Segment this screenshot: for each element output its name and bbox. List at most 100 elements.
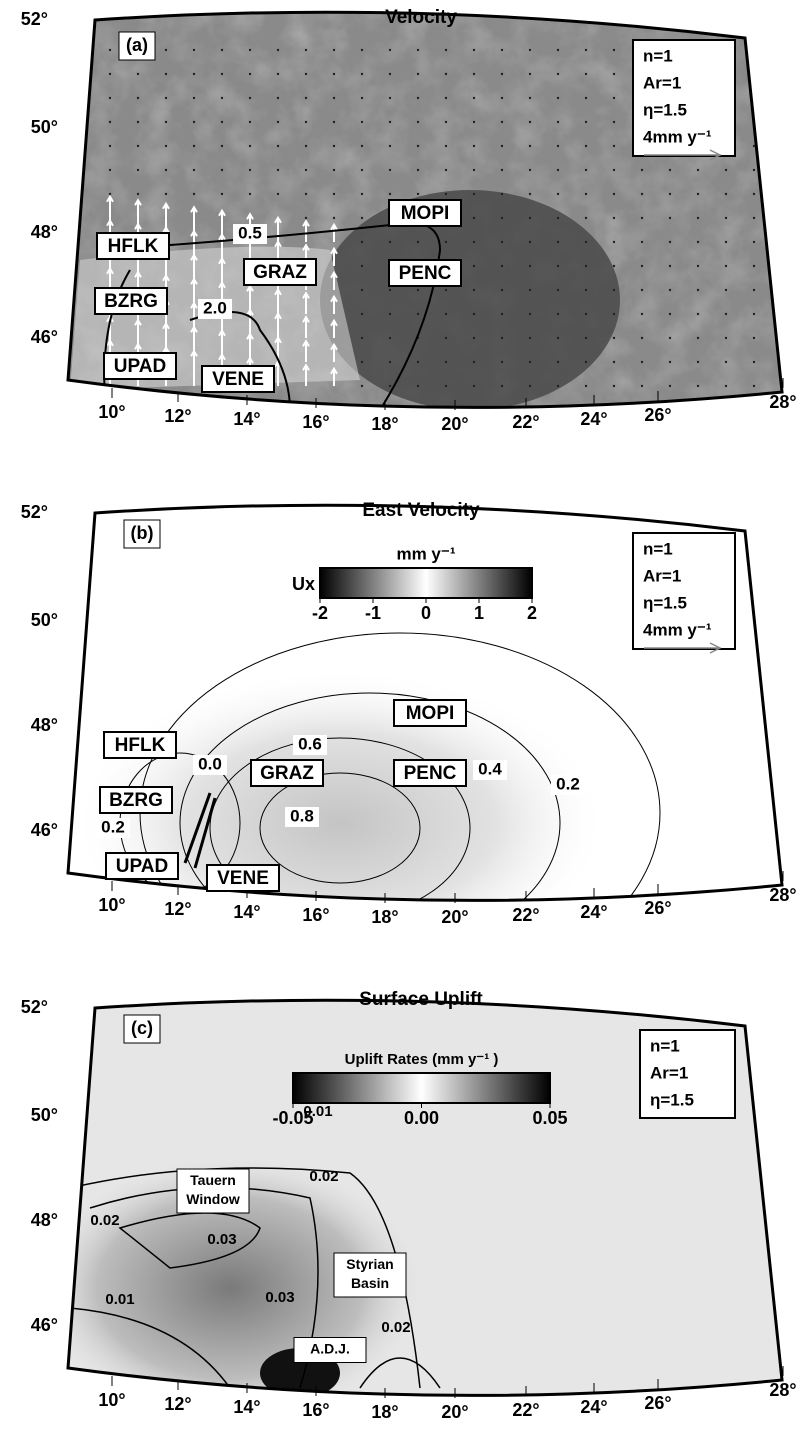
- velocity-dot: [753, 193, 755, 195]
- velocity-dot: [557, 337, 559, 339]
- colorbar-tick-label: -2: [312, 603, 328, 623]
- colorbar-tick-label: 0.05: [532, 1108, 567, 1128]
- velocity-dot: [417, 289, 419, 291]
- velocity-dot: [109, 121, 111, 123]
- velocity-dot: [305, 73, 307, 75]
- velocity-dot: [389, 313, 391, 315]
- velocity-dot: [305, 121, 307, 123]
- contour-label: 0.01: [105, 1291, 134, 1308]
- velocity-dot: [277, 73, 279, 75]
- contour-label: 0.01: [303, 1103, 332, 1120]
- velocity-dot: [193, 193, 195, 195]
- velocity-dot: [361, 97, 363, 99]
- velocity-dot: [445, 121, 447, 123]
- velocity-dot: [249, 169, 251, 171]
- velocity-dot: [361, 73, 363, 75]
- lon-tick-label: 22°: [512, 1400, 539, 1420]
- station-label: MOPI: [401, 203, 450, 224]
- lon-tick-label: 10°: [98, 1390, 125, 1410]
- velocity-dot: [613, 97, 615, 99]
- velocity-dot: [753, 337, 755, 339]
- contour-label: 0.02: [309, 1168, 338, 1185]
- contour-label: 0.0: [198, 754, 222, 773]
- contour-label: 0.5: [238, 223, 262, 242]
- panel-title: Surface Uplift: [359, 989, 483, 1010]
- velocity-dot: [557, 361, 559, 363]
- velocity-field: [80, 673, 600, 973]
- lon-tick-label: 22°: [512, 905, 539, 925]
- velocity-dot: [165, 193, 167, 195]
- velocity-dot: [389, 73, 391, 75]
- velocity-dot: [613, 385, 615, 387]
- station-label: PENC: [404, 763, 457, 784]
- velocity-dot: [249, 49, 251, 51]
- station-label: UPAD: [116, 856, 168, 877]
- velocity-dot: [669, 169, 671, 171]
- velocity-dot: [753, 169, 755, 171]
- velocity-dot: [753, 361, 755, 363]
- velocity-dot: [333, 145, 335, 147]
- place-label: A.D.J.: [310, 1341, 350, 1357]
- velocity-dot: [221, 73, 223, 75]
- velocity-dot: [557, 193, 559, 195]
- velocity-dot: [529, 313, 531, 315]
- velocity-dot: [445, 361, 447, 363]
- velocity-dot: [389, 169, 391, 171]
- velocity-dot: [529, 217, 531, 219]
- velocity-dot: [361, 313, 363, 315]
- velocity-dot: [753, 97, 755, 99]
- legend-entry: η=1.5: [643, 100, 687, 119]
- velocity-dot: [585, 337, 587, 339]
- velocity-dot: [221, 97, 223, 99]
- velocity-dot: [109, 97, 111, 99]
- velocity-dot: [361, 361, 363, 363]
- velocity-dot: [753, 241, 755, 243]
- basin: [320, 190, 620, 410]
- velocity-dot: [557, 169, 559, 171]
- velocity-dot: [473, 361, 475, 363]
- legend-entry: Ar=1: [643, 73, 681, 92]
- velocity-dot: [193, 97, 195, 99]
- velocity-dot: [585, 361, 587, 363]
- velocity-dot: [529, 241, 531, 243]
- panel-label: (a): [126, 35, 148, 55]
- velocity-dot: [109, 169, 111, 171]
- velocity-dot: [585, 241, 587, 243]
- station-label: GRAZ: [260, 763, 314, 784]
- velocity-dot: [585, 169, 587, 171]
- velocity-dot: [641, 265, 643, 267]
- lat-tick-label: 52°: [21, 9, 48, 29]
- velocity-dot: [613, 73, 615, 75]
- velocity-dot: [473, 385, 475, 387]
- panel-label: (c): [131, 1018, 153, 1038]
- velocity-dot: [529, 97, 531, 99]
- velocity-dot: [305, 145, 307, 147]
- velocity-dot: [753, 73, 755, 75]
- velocity-dot: [753, 313, 755, 315]
- lat-tick-label: 46°: [31, 820, 58, 840]
- panel-title: Velocity: [385, 7, 457, 28]
- colorbar-title: mm y⁻¹: [396, 544, 455, 563]
- velocity-dot: [417, 49, 419, 51]
- velocity-dot: [389, 97, 391, 99]
- velocity-dot: [697, 313, 699, 315]
- velocity-dot: [585, 265, 587, 267]
- figure: 10°12°14°16°18°20°22°24°26°28°52°50°48°4…: [0, 0, 804, 1448]
- velocity-dot: [725, 217, 727, 219]
- station-label: VENE: [212, 369, 264, 390]
- velocity-dot: [221, 193, 223, 195]
- velocity-dot: [473, 337, 475, 339]
- colorbar-tick-label: 1: [474, 603, 484, 623]
- velocity-dot: [641, 169, 643, 171]
- velocity-dot: [445, 337, 447, 339]
- station-label: PENC: [399, 263, 452, 284]
- station-label: BZRG: [109, 790, 163, 811]
- velocity-dot: [557, 241, 559, 243]
- velocity-dot: [557, 217, 559, 219]
- velocity-dot: [501, 361, 503, 363]
- velocity-dot: [277, 121, 279, 123]
- velocity-dot: [473, 49, 475, 51]
- velocity-dot: [249, 145, 251, 147]
- velocity-dot: [725, 361, 727, 363]
- velocity-dot: [501, 97, 503, 99]
